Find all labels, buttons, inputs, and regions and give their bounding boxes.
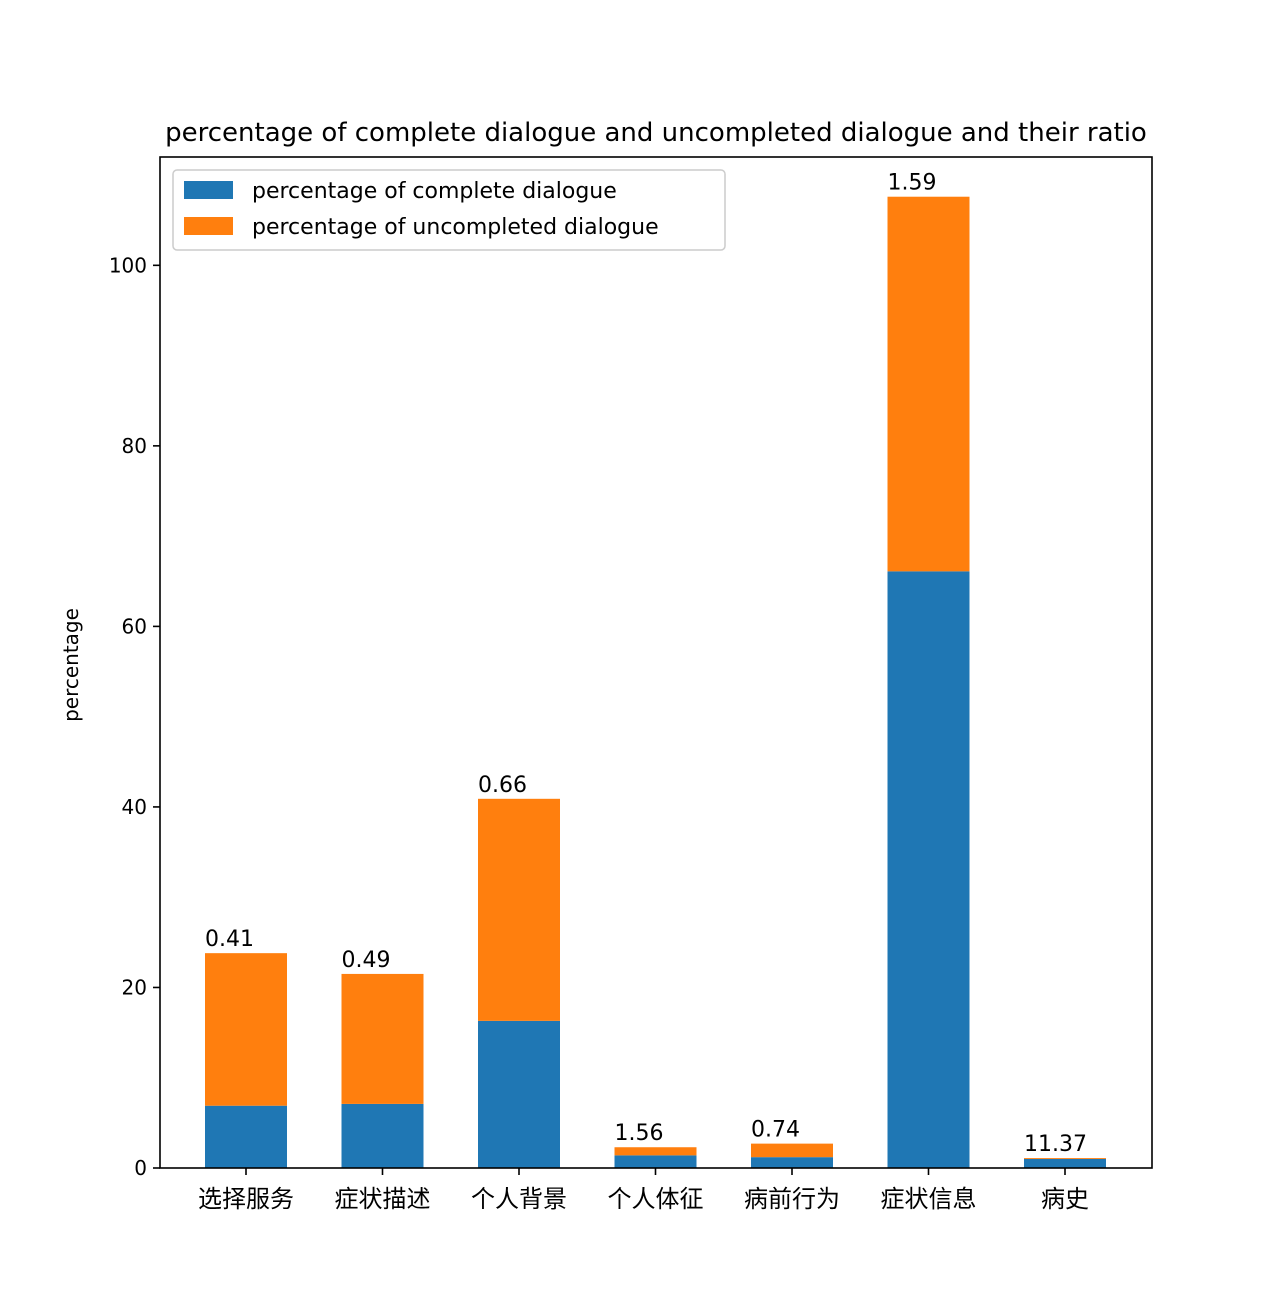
chart-title: percentage of complete dialogue and unco… [165, 118, 1147, 148]
y-tick-label: 20 [122, 975, 147, 999]
y-tick-label: 0 [134, 1156, 147, 1180]
y-tick-label: 100 [109, 253, 147, 277]
bar-ratio-label: 0.74 [751, 1118, 800, 1143]
bar-complete [614, 1155, 697, 1168]
x-tick-label: 症状描述 [335, 1185, 431, 1213]
bar-ratio-label: 0.41 [205, 927, 254, 952]
y-tick-label: 80 [122, 434, 147, 458]
x-tick-label: 个人体征 [608, 1185, 704, 1213]
legend-box [172, 169, 726, 251]
bar-uncompleted [478, 798, 560, 1021]
bar-uncompleted [1024, 1158, 1106, 1159]
legend-swatch-uncompleted [184, 217, 233, 235]
x-tick-label: 病史 [1041, 1185, 1089, 1213]
bar-uncompleted [205, 953, 287, 1106]
bar-uncompleted [614, 1147, 697, 1156]
legend-label-complete: percentage of complete dialogue [252, 179, 617, 204]
bar-uncompleted [887, 196, 970, 572]
bar-complete [478, 1020, 560, 1168]
ratio-labels-group: 0.41 0.49 0.66 1.56 0.74 1.59 11.37 [205, 171, 1087, 1157]
y-axis-label: percentage [59, 608, 83, 722]
x-tick-label: 症状信息 [881, 1185, 977, 1213]
legend-label-uncompleted: percentage of uncompleted dialogue [252, 215, 659, 240]
x-axis: 选择服务 症状描述 个人背景 个人体征 病前行为 症状信息 病史 [198, 1168, 1089, 1213]
y-axis: 0 20 40 60 80 100 [109, 253, 160, 1180]
legend: percentage of complete dialogue percenta… [172, 169, 726, 251]
bar-ratio-label: 1.59 [888, 171, 937, 196]
bar-complete [205, 1105, 287, 1168]
x-tick-label: 病前行为 [744, 1185, 840, 1213]
bar-complete [1024, 1158, 1106, 1168]
bar-complete [887, 571, 970, 1168]
bar-uncompleted [751, 1143, 833, 1158]
x-tick-label: 选择服务 [198, 1185, 294, 1213]
bar-ratio-label: 0.66 [478, 773, 527, 798]
legend-swatch-complete [184, 181, 233, 199]
y-tick-label: 60 [122, 614, 147, 638]
bar-complete [751, 1157, 833, 1168]
bars-group [205, 196, 1106, 1168]
bar-ratio-label: 1.56 [615, 1121, 664, 1146]
bar-complete [341, 1103, 424, 1168]
bar-ratio-label: 11.37 [1024, 1132, 1087, 1157]
bar-uncompleted [341, 973, 424, 1104]
plot-area: 0.41 0.49 0.66 1.56 0.74 1.59 11.37 0 20 40 60 80 1… [109, 156, 1153, 1213]
bar-ratio-label: 0.49 [342, 948, 391, 973]
y-tick-label: 40 [122, 795, 147, 819]
x-tick-label: 个人背景 [471, 1185, 567, 1213]
